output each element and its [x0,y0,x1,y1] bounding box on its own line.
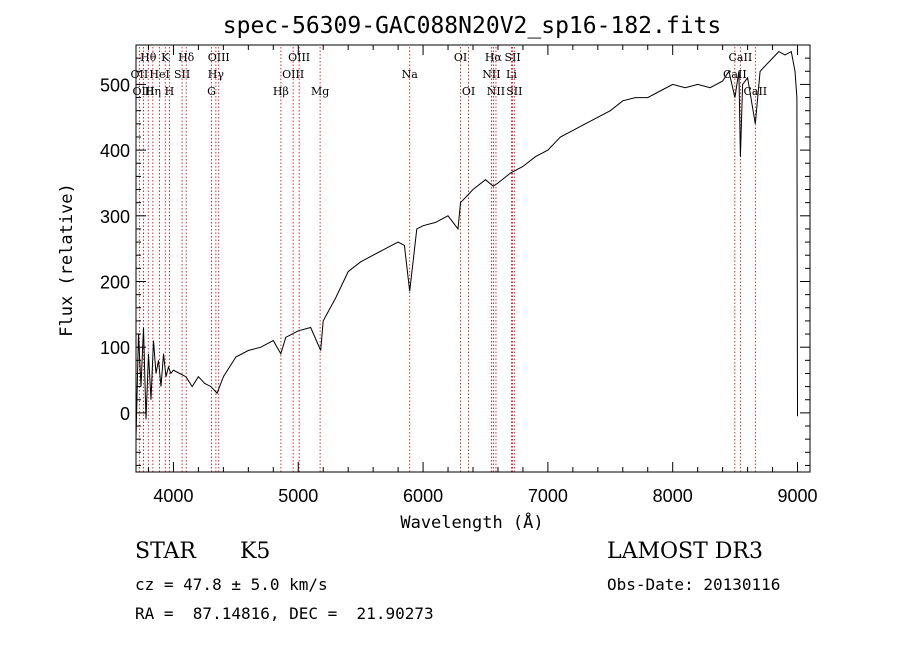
redshift-cz: cz = 47.8 ± 5.0 km/s [135,575,328,594]
line-marker-label: OIII [132,85,154,98]
line-marker-label: Hδ [178,51,195,64]
line-marker-label: Li [506,68,517,81]
line-marker-label: OIII [282,68,304,81]
line-marker-label: K [161,51,170,64]
x-tick-label: 8000 [653,486,693,506]
line-marker-label: OII [131,68,149,81]
line-marker-label: NII [482,68,500,81]
obs-date: Obs-Date: 20130116 [607,575,781,594]
line-markers [138,47,756,472]
y-tick-label: 100 [100,338,130,358]
y-tick-label: 0 [120,404,130,424]
line-marker-label: SII [174,68,190,81]
line-marker-label: OI [454,51,467,64]
y-tick-label: 300 [100,207,130,227]
plot-frame [135,44,811,473]
x-tick-label: 6000 [403,486,443,506]
y-tick-label: 400 [100,141,130,161]
x-tick-label: 5000 [278,486,318,506]
line-marker-label: G [207,85,216,98]
line-marker-label: SII [504,51,520,64]
line-marker-label: Mg [311,85,329,98]
x-tick-label: 7000 [528,486,568,506]
x-tick-label: 9000 [777,486,817,506]
chart-title: spec-56309-GAC088N20V2_sp16-182.fits [223,13,722,39]
line-marker-label: CaII [743,85,767,98]
y-axis-label: Flux (relative) [57,183,77,337]
y-axis-ticks: 0 100 200 300 400 500 [100,57,810,466]
line-marker-label: Na [402,68,419,81]
line-marker-label: CaII [729,51,753,64]
line-marker-label: OI [462,85,475,98]
spectrum-line [135,50,798,440]
line-marker-label: Hθ [140,51,157,64]
line-marker-label: NII [487,85,505,98]
line-marker-label: OIII [288,51,310,64]
object-class: STAR [135,539,196,564]
object-subclass: K5 [240,539,271,564]
line-marker-label: Hγ [208,68,225,81]
line-marker-label: OIII [208,51,230,64]
line-marker-label: Hη [145,85,161,98]
coordinates: RA = 87.14816, DEC = 21.90273 [135,604,434,623]
x-axis-ticks: 4000 5000 6000 7000 8000 9000 [147,45,818,506]
line-marker-label: HeI [149,68,169,81]
line-marker-label: Hβ [273,85,289,98]
x-tick-label: 4000 [153,486,193,506]
line-marker-label: Hα [485,51,503,64]
y-tick-label: 500 [100,75,130,95]
line-marker-label: SII [506,85,522,98]
line-marker-label: H [165,85,175,98]
x-axis-label: Wavelength (Å) [400,511,543,533]
survey-name: LAMOST DR3 [607,539,763,564]
y-tick-label: 200 [100,272,130,292]
